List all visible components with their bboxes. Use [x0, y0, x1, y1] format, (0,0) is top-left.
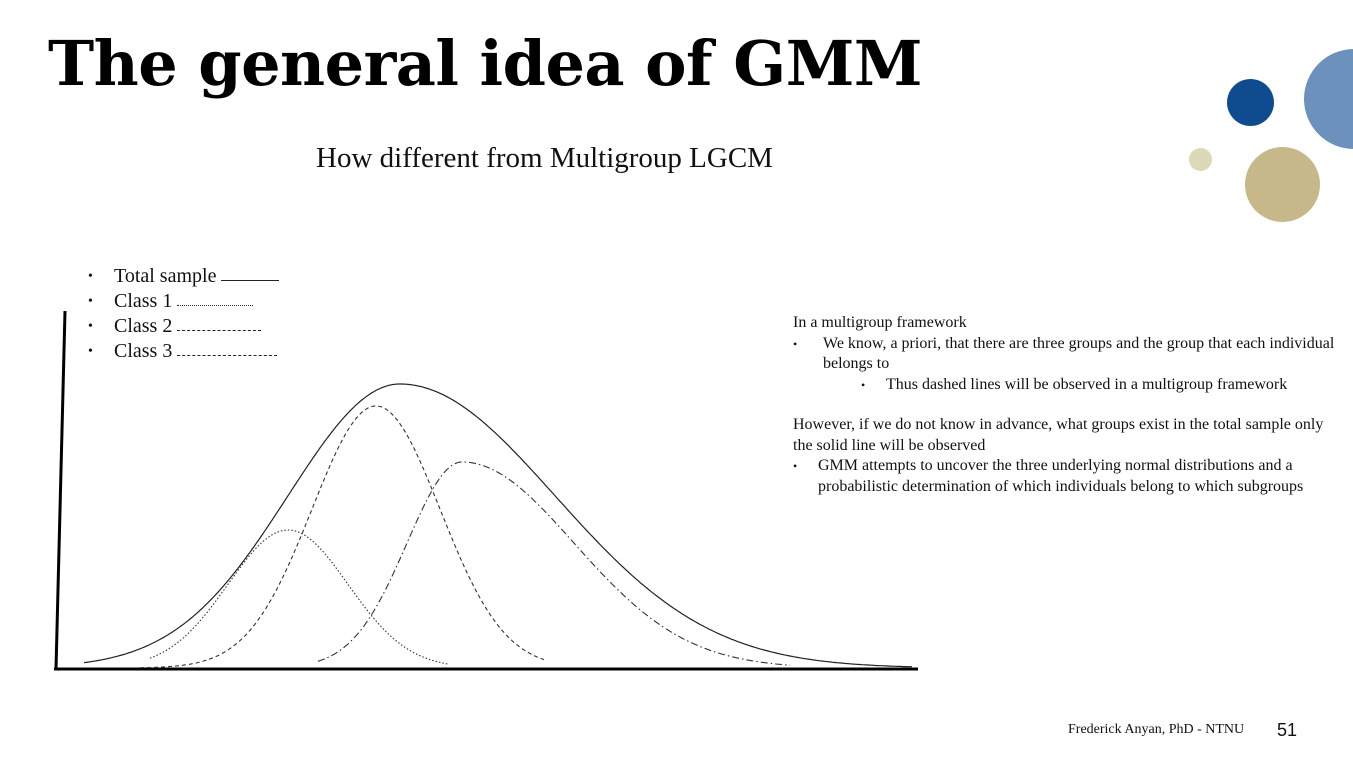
legend-item-class3: • Class 3 [88, 339, 279, 364]
legend-sample-solid [221, 280, 280, 281]
legend-item-class2: • Class 2 [88, 314, 279, 339]
bullet-text: We know, a priori, that there are three … [823, 334, 1335, 373]
legend-label: Class 1 [114, 290, 173, 312]
bullet-icon: • [793, 459, 798, 473]
curve-class-2 [140, 405, 545, 669]
legend-sample-dashed [177, 330, 262, 331]
curve-class-3 [317, 461, 791, 666]
text-paragraph: However, if we do not know in advance, w… [793, 416, 1324, 454]
legend-label: Class 2 [114, 315, 173, 337]
bullet-icon: • [88, 269, 93, 284]
legend-sample-dotted [177, 305, 254, 306]
legend-item-total: • Total sample [88, 264, 280, 289]
y-axis-line [54, 310, 67, 670]
sub-bullet-text: Thus dashed lines will be observed in a … [886, 375, 1288, 393]
slide-title: The general idea of GMM [48, 27, 922, 100]
bullet-item: • GMM attempts to uncover the three unde… [793, 456, 1343, 497]
distribution-diagram [54, 310, 918, 671]
bullet-icon: • [88, 294, 93, 309]
legend: • Total sample • Class 1 • Class 2 • Cla… [88, 264, 280, 364]
bullet-text: GMM attempts to uncover the three underl… [818, 457, 1304, 495]
slide-footer: Frederick Anyan, PhD - NTNU [1068, 722, 1245, 737]
curve-class-1 [149, 529, 449, 665]
explanation-text: In a multigroup framework • We know, a p… [793, 313, 1343, 497]
curve-total-sample [83, 383, 913, 668]
bullet-icon: • [793, 336, 798, 351]
deco-circle-gold [1245, 147, 1320, 222]
legend-label: Total sample [114, 265, 217, 287]
sub-bullet-item: • Thus dashed lines will be observed in … [793, 375, 1343, 396]
bullet-item: • We know, a priori, that there are thre… [793, 334, 1343, 375]
legend-label: Class 3 [114, 340, 173, 362]
deco-circle-steel [1304, 49, 1353, 149]
bullet-icon: • [861, 377, 866, 392]
bullet-icon: • [88, 344, 93, 359]
deco-circle-beige [1189, 148, 1212, 171]
legend-item-class1: • Class 1 [88, 289, 279, 314]
bullet-icon: • [88, 319, 93, 334]
page-number: 51 [1277, 720, 1298, 740]
slide-subtitle: How different from Multigroup LGCM [316, 142, 773, 174]
text-heading: In a multigroup framework [793, 314, 967, 331]
deco-circle-navy [1227, 79, 1274, 126]
legend-sample-dashdot [177, 355, 278, 356]
